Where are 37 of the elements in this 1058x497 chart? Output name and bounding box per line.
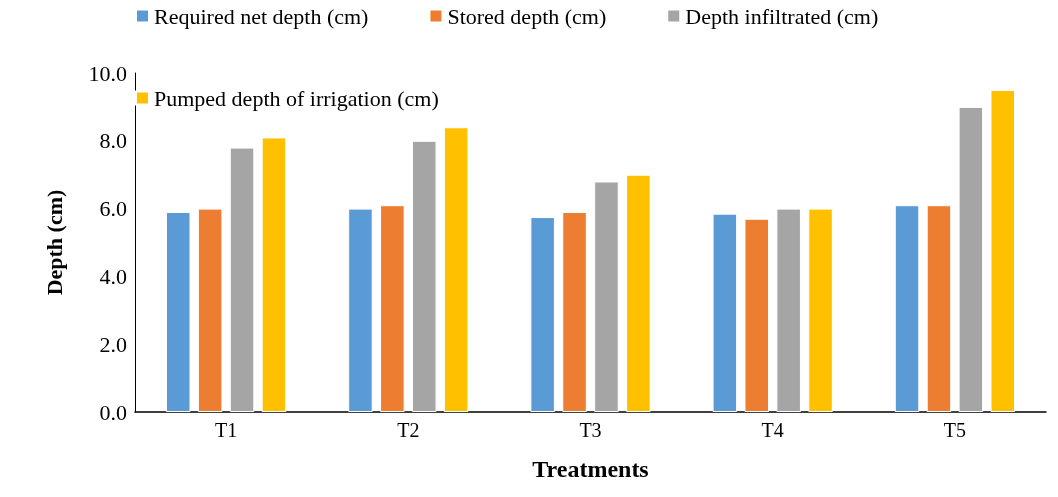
bar xyxy=(411,140,437,412)
bar xyxy=(562,211,587,412)
y-tick-label: 0.0 xyxy=(99,399,127,425)
y-tick-label: 10.0 xyxy=(88,60,127,86)
x-tick-label: T1 xyxy=(214,419,238,441)
bar xyxy=(380,205,405,412)
bar xyxy=(894,205,920,412)
bar xyxy=(712,213,738,412)
x-tick-label: T2 xyxy=(397,419,420,441)
y-tick-label: 4.0 xyxy=(99,263,127,289)
bar xyxy=(229,147,255,412)
bar xyxy=(530,217,555,412)
y-axis-title: Depth (cm) xyxy=(41,189,67,296)
bar xyxy=(261,137,287,412)
x-axis-title: Treatments xyxy=(532,456,649,482)
legend-label: Required net depth (cm) xyxy=(154,3,369,29)
x-tick-label: T5 xyxy=(943,419,967,441)
bar xyxy=(594,181,619,412)
legend-label: Stored depth (cm) xyxy=(447,3,607,29)
legend-label: Depth infiltrated (cm) xyxy=(685,3,879,29)
y-tick-label: 8.0 xyxy=(99,128,127,154)
bar xyxy=(744,218,770,412)
y-tick-label: 6.0 xyxy=(99,196,127,222)
bar xyxy=(926,205,952,412)
bar xyxy=(165,211,191,412)
bar xyxy=(958,106,984,412)
bar xyxy=(443,127,469,412)
bar xyxy=(626,174,651,412)
bar xyxy=(808,208,833,412)
y-tick-label: 2.0 xyxy=(99,331,127,357)
bar xyxy=(776,208,801,412)
x-tick-label: T4 xyxy=(761,419,784,441)
bar xyxy=(197,208,223,412)
x-tick-label: T3 xyxy=(579,419,602,441)
bar xyxy=(990,89,1016,412)
legend-label: Pumped depth of irrigation (cm) xyxy=(154,85,439,111)
bar xyxy=(348,208,373,412)
